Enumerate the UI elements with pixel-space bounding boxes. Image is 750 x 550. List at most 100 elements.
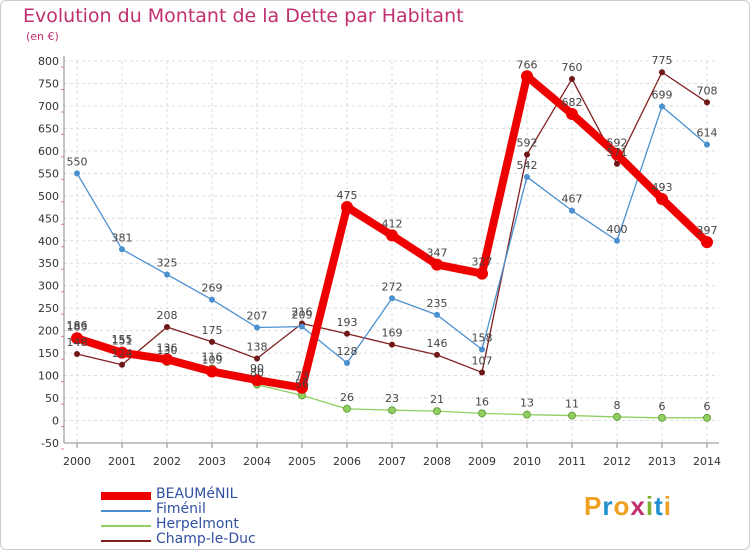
data-point-herpelmont <box>568 411 576 420</box>
x-tick-label: 2008 <box>423 455 451 468</box>
y-tick-label: 250 <box>38 302 59 315</box>
x-tick-label: 2003 <box>198 455 226 468</box>
y-tick-label: 550 <box>38 167 59 180</box>
legend-swatch-champ-le-duc <box>101 540 151 542</box>
x-tick-label: 2011 <box>558 455 586 468</box>
data-label-herpelmont: 26 <box>340 391 354 404</box>
y-tick-label: 400 <box>38 235 59 248</box>
data-label-beaumenil: 183 <box>67 320 88 333</box>
data-point-herpelmont <box>478 409 486 418</box>
legend-label-fimenil: Fiménil <box>156 501 206 517</box>
data-point-fimenil <box>209 296 215 303</box>
data-label-champ-le-duc: 571 <box>607 146 628 159</box>
data-label-herpelmont: 6 <box>704 400 711 413</box>
x-tick-label: 2005 <box>288 455 316 468</box>
data-point-champ-le-duc <box>209 338 215 345</box>
data-label-beaumenil: 151 <box>112 335 133 348</box>
data-label-herpelmont: 186 <box>67 319 88 332</box>
data-label-champ-le-duc: 175 <box>202 324 223 337</box>
data-point-herpelmont <box>343 404 351 413</box>
y-tick-label: 750 <box>38 77 59 90</box>
data-label-herpelmont: 16 <box>475 395 489 408</box>
data-label-champ-le-duc: 138 <box>247 341 268 354</box>
x-tick-label: 2014 <box>693 455 721 468</box>
data-point-champ-le-duc <box>344 330 350 337</box>
y-tick-label: 450 <box>38 212 59 225</box>
data-label-herpelmont: 11 <box>565 398 579 411</box>
x-tick-label: 2001 <box>108 455 136 468</box>
x-tick-label: 2012 <box>603 455 631 468</box>
data-point-beaumenil <box>566 108 578 121</box>
data-label-fimenil: 400 <box>607 223 628 236</box>
data-point-champ-le-duc <box>434 351 440 358</box>
data-point-beaumenil <box>161 353 173 366</box>
data-point-fimenil <box>659 103 665 110</box>
data-point-herpelmont <box>613 412 621 421</box>
y-tick-label: 200 <box>38 325 59 338</box>
data-point-fimenil <box>254 324 260 331</box>
data-label-champ-le-duc: 169 <box>382 327 403 340</box>
data-point-champ-le-duc <box>569 75 575 82</box>
logo-letter: o <box>613 491 631 521</box>
chart-title: Evolution du Montant de la Dette par Hab… <box>23 5 464 27</box>
data-point-champ-le-duc <box>659 69 665 76</box>
data-label-herpelmont: 80 <box>250 367 264 380</box>
data-point-herpelmont <box>703 413 711 422</box>
data-label-herpelmont: 8 <box>614 399 621 412</box>
data-label-fimenil: 550 <box>67 155 88 168</box>
data-label-beaumenil: 766 <box>517 58 538 71</box>
data-label-champ-le-duc: 124 <box>112 347 133 360</box>
data-point-beaumenil <box>386 229 398 242</box>
y-tick-label: 650 <box>38 122 59 135</box>
data-label-fimenil: 325 <box>157 256 178 269</box>
data-label-champ-le-duc: 193 <box>337 316 358 329</box>
data-label-champ-le-duc: 775 <box>652 54 673 67</box>
data-label-herpelmont: 130 <box>157 344 178 357</box>
logo-letter: i <box>663 491 672 521</box>
data-point-fimenil <box>389 295 395 302</box>
data-label-fimenil: 381 <box>112 231 133 244</box>
data-label-herpelmont: 6 <box>659 400 666 413</box>
data-label-beaumenil: 682 <box>562 96 583 109</box>
data-label-beaumenil: 475 <box>337 189 358 202</box>
data-label-herpelmont: 56 <box>295 377 309 390</box>
y-tick-label: 50 <box>45 392 59 405</box>
data-point-fimenil <box>524 173 530 180</box>
data-label-champ-le-duc: 107 <box>472 354 493 367</box>
data-label-beaumenil: 397 <box>697 224 718 237</box>
legend-label-champ-le-duc: Champ-le-Duc <box>156 531 256 547</box>
data-point-beaumenil <box>701 236 713 249</box>
y-tick-label: -50 <box>41 437 59 450</box>
data-point-herpelmont <box>523 410 531 419</box>
data-point-fimenil <box>299 323 305 330</box>
x-tick-label: 2010 <box>513 455 541 468</box>
data-point-beaumenil <box>71 332 83 345</box>
data-point-fimenil <box>479 346 485 353</box>
data-label-herpelmont: 155 <box>112 333 133 346</box>
data-label-beaumenil: 73 <box>295 370 309 383</box>
data-point-champ-le-duc <box>524 151 530 158</box>
x-tick-label: 2006 <box>333 455 361 468</box>
y-tick-label: 500 <box>38 190 59 203</box>
data-point-champ-le-duc <box>389 341 395 348</box>
x-tick-label: 2007 <box>378 455 406 468</box>
legend-label-beaumenil: BEAUMéNIL <box>156 486 238 502</box>
data-label-herpelmont: 13 <box>520 397 534 410</box>
data-label-beaumenil: 347 <box>427 247 448 260</box>
data-point-champ-le-duc <box>614 160 620 167</box>
data-label-beaumenil: 136 <box>157 341 178 354</box>
data-point-beaumenil <box>476 267 488 280</box>
data-point-beaumenil <box>251 374 263 387</box>
data-point-champ-le-duc <box>704 99 710 106</box>
data-point-beaumenil <box>116 346 128 359</box>
data-label-champ-le-duc: 148 <box>67 336 88 349</box>
data-label-fimenil: 158 <box>472 332 493 345</box>
proxiti-logo: Proxiti <box>584 491 672 522</box>
x-tick-label: 2000 <box>63 455 91 468</box>
data-label-champ-le-duc: 216 <box>292 305 313 318</box>
data-label-champ-le-duc: 146 <box>427 337 448 350</box>
data-point-fimenil <box>434 311 440 318</box>
data-point-fimenil <box>344 360 350 367</box>
